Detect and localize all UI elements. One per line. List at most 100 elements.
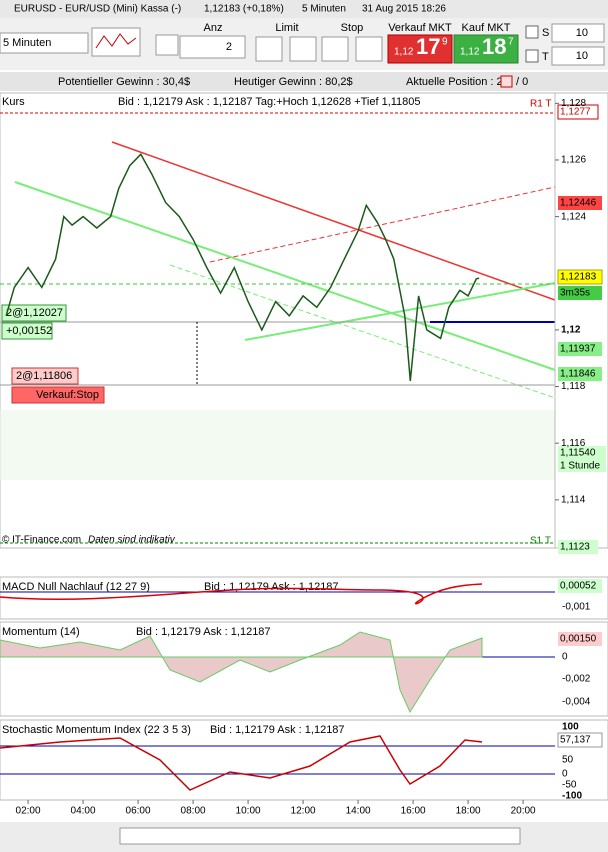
limit-buy-button[interactable]	[255, 36, 283, 62]
timer: 3m35s	[560, 288, 590, 299]
s1-tag	[558, 540, 598, 554]
window-title: EURUSD - EUR/USD (Mini) Kassa (-)	[14, 4, 181, 15]
quantity-label: Anz	[204, 22, 223, 34]
x-tick-label: 06:00	[126, 806, 151, 817]
y-tick-label: 1,118	[561, 381, 586, 392]
x-tick-label: 08:00	[181, 806, 206, 817]
s-input[interactable]	[551, 23, 605, 43]
buy-button[interactable]	[453, 34, 519, 64]
s-label: S	[542, 27, 549, 39]
window-change: 1,12183 (+0,18%)	[204, 4, 284, 15]
footer-copyright: © IT-Finance.com	[2, 535, 81, 546]
title-bar	[0, 0, 608, 18]
main-quote: Bid : 1,12179 Ask : 1,12187 Tag:+Hoch 1,…	[118, 96, 421, 108]
x-tick-label: 20:00	[511, 806, 536, 817]
momentum-tag	[558, 632, 602, 646]
y-tick-label: 1,126	[561, 155, 586, 166]
stop-sell-button[interactable]	[355, 36, 383, 62]
momentum-last: 0,00150	[560, 634, 597, 645]
momentum-area	[0, 631, 483, 714]
momentum-quote: Bid : 1,12179 Ask : 1,12187	[136, 626, 271, 638]
stochastic-panel	[0, 719, 608, 801]
order-type-box[interactable]	[11, 386, 105, 404]
stoch-last: 57,137	[560, 735, 591, 746]
sell-button[interactable]	[387, 34, 453, 64]
parallel-line	[169, 264, 556, 399]
x-tick-label: 10:00	[236, 806, 261, 817]
buy-prefix: 1,12	[460, 47, 480, 58]
x-tick-label: 04:00	[71, 806, 96, 817]
sell-big: 17	[416, 34, 440, 59]
y-tick-label: 1,12	[561, 325, 581, 336]
buy-big: 18	[482, 34, 506, 59]
momentum-tick: -0,002	[562, 674, 591, 685]
limit-sell-button[interactable]	[289, 36, 317, 62]
momentum-tick: 0	[562, 652, 568, 663]
channel-line	[209, 186, 556, 263]
buy-sup: 7	[508, 37, 514, 48]
s1-value: 1,1123	[560, 542, 590, 553]
l3-value: 1,11846	[560, 369, 596, 380]
stoch-tick: 100	[562, 722, 579, 733]
l4-tag	[558, 446, 606, 472]
y-tick-label: 1,114	[561, 494, 586, 505]
l2-tag	[558, 342, 602, 356]
x-tick-label: 12:00	[291, 806, 316, 817]
info-bar	[0, 72, 608, 91]
x-tick-label: 16:00	[401, 806, 426, 817]
momentum-tick: -0,004	[562, 697, 591, 708]
position-tail: / 0	[516, 76, 528, 88]
tool-button[interactable]	[155, 34, 179, 56]
today-gain: Heutiger Gewinn : 80,2$	[234, 76, 353, 88]
l4-value: 1,11540	[560, 448, 596, 459]
s1-label: S1 T	[530, 536, 551, 547]
macd-last: 0,00052	[560, 581, 597, 592]
chart-type-button[interactable]	[91, 27, 141, 57]
footer-note: Daten sind indikativ	[88, 535, 176, 546]
price-line	[5, 153, 480, 381]
r1-tag	[557, 104, 599, 120]
stop-buy-button[interactable]	[321, 36, 349, 62]
r1-label: R1 T	[530, 99, 552, 110]
main-chart-title: Kurs	[2, 96, 25, 108]
stoch-tick: -100	[562, 791, 582, 802]
scroll-track[interactable]	[119, 827, 521, 845]
macd-tag	[558, 579, 602, 593]
s-value: 10	[576, 27, 588, 39]
t-label: T	[542, 51, 549, 63]
last-tag	[557, 269, 603, 285]
stoch-tag	[557, 732, 603, 748]
order-box-2[interactable]	[11, 367, 79, 385]
last-value: 1,12183	[560, 272, 597, 283]
order-1: 2@1,12027	[6, 307, 63, 319]
position: Aktuelle Position : 2	[406, 76, 503, 88]
order-2-type: Verkauf:Stop	[36, 389, 99, 401]
potential-gain: Potentieller Gewinn : 30,4$	[58, 76, 190, 88]
trend-line	[14, 181, 556, 371]
resistance-line	[111, 141, 556, 301]
t-input[interactable]	[551, 46, 605, 66]
close-position[interactable]	[500, 75, 513, 88]
l1-tag	[558, 196, 602, 210]
stoch-tick: -50	[562, 780, 577, 791]
period-select[interactable]	[0, 32, 89, 54]
quantity-input[interactable]	[179, 35, 246, 59]
stoch-tick: 50	[562, 755, 574, 766]
l2-value: 1,11937	[560, 344, 596, 355]
order-box-1[interactable]	[1, 304, 67, 322]
s-checkbox[interactable]	[525, 25, 539, 39]
stochastic-quote: Bid : 1,12179 Ask : 1,12187	[210, 724, 345, 736]
t-value: 10	[576, 50, 588, 62]
sell-sup: 9	[442, 37, 448, 48]
x-tick-label: 02:00	[16, 806, 41, 817]
y-tick-label: 1,124	[561, 211, 586, 222]
sell-label: Verkauf MKT	[388, 22, 452, 34]
quantity-value: 2	[226, 41, 232, 53]
support-line	[244, 282, 556, 341]
window-datetime: 31 Aug 2015 18:26	[362, 4, 446, 15]
order-2: 2@1,11806	[16, 370, 72, 382]
stoch-line	[0, 735, 483, 791]
buy-label: Kauf MKT	[462, 22, 511, 34]
l1-value: 1,12446	[560, 198, 597, 209]
t-checkbox[interactable]	[525, 49, 539, 63]
